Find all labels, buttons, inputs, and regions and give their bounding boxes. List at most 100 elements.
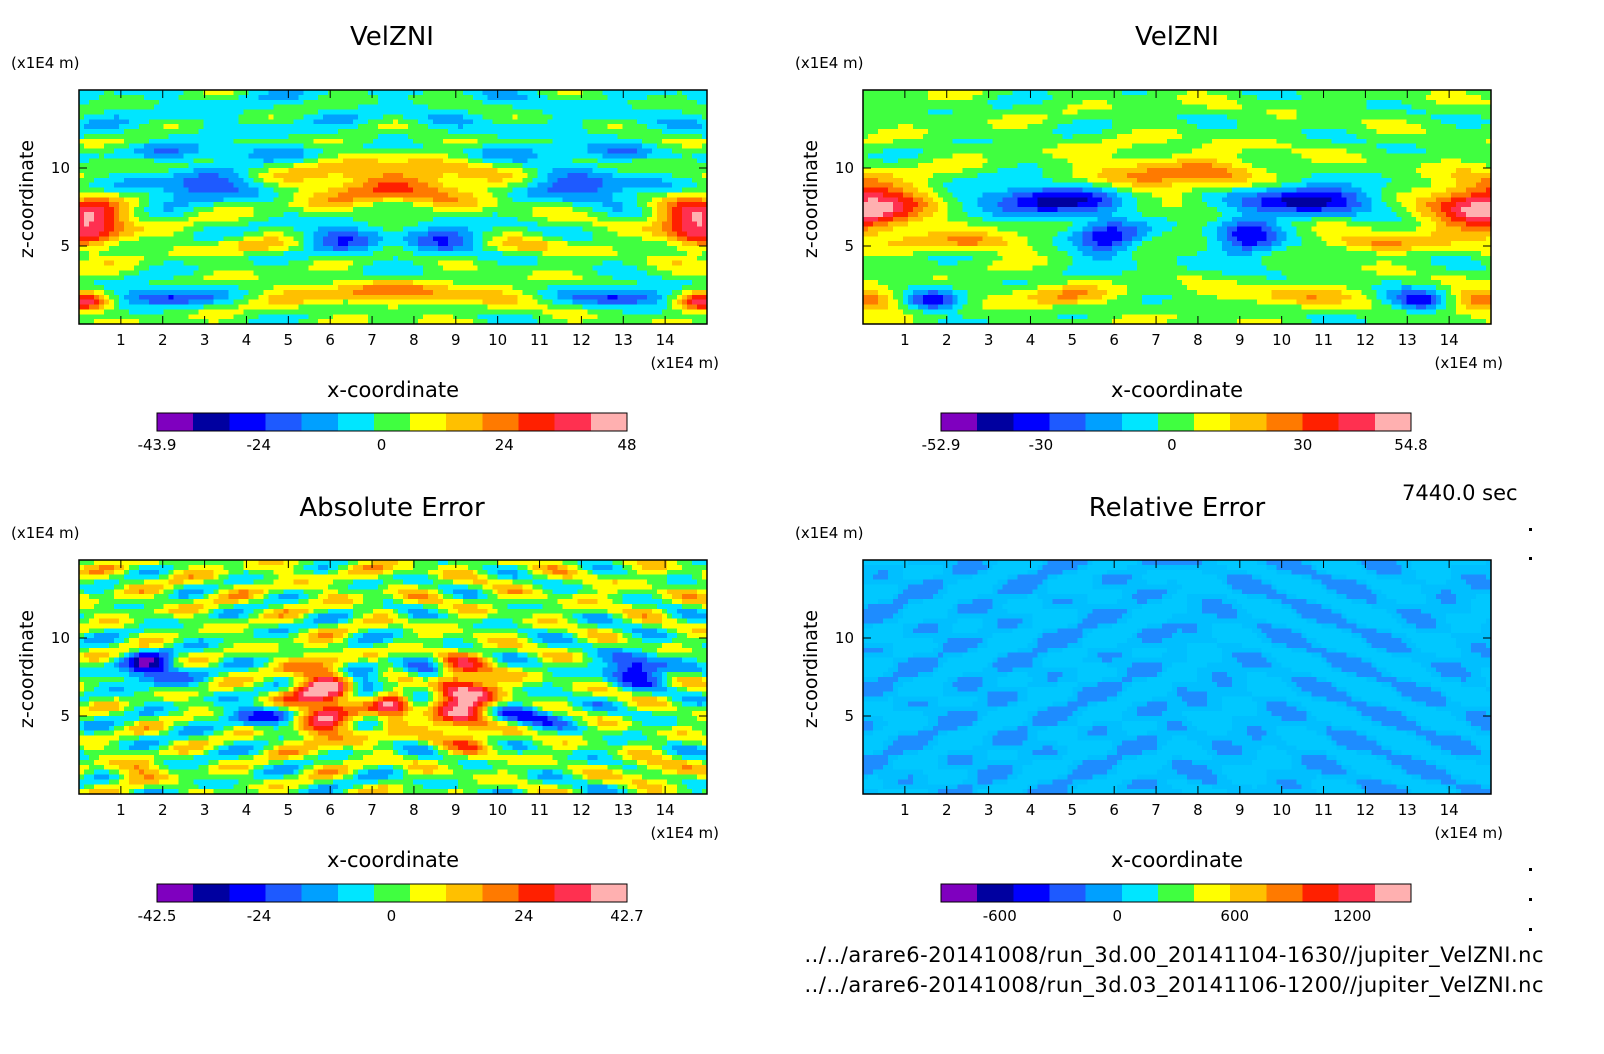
heatmap-cell xyxy=(263,149,268,154)
heatmap-cell xyxy=(144,227,149,232)
heatmap-cell xyxy=(174,139,179,144)
heatmap-cell xyxy=(109,110,114,115)
heatmap-cell xyxy=(99,300,104,305)
heatmap-cell xyxy=(119,305,124,310)
heatmap-cell xyxy=(238,275,243,280)
heatmap-cell xyxy=(169,280,174,285)
heatmap-cell xyxy=(234,197,239,202)
heatmap-cell xyxy=(84,266,89,271)
heatmap-cell xyxy=(99,227,104,232)
heatmap-cell xyxy=(134,309,139,314)
heatmap-cell xyxy=(224,168,229,173)
heatmap-cell xyxy=(104,202,109,207)
heatmap-cell xyxy=(194,256,199,261)
heatmap-cell xyxy=(174,183,179,188)
heatmap-cell xyxy=(189,149,194,154)
heatmap-cell xyxy=(224,197,229,202)
heatmap-cell xyxy=(184,168,189,173)
heatmap-cell xyxy=(94,202,99,207)
heatmap-cell xyxy=(169,158,174,163)
heatmap-cell xyxy=(154,231,159,236)
heatmap-cell xyxy=(124,129,129,134)
heatmap-cell xyxy=(134,168,139,173)
heatmap-cell xyxy=(89,163,94,168)
heatmap-cell xyxy=(149,236,154,241)
heatmap-cell xyxy=(174,222,179,227)
heatmap-cell xyxy=(94,227,99,232)
heatmap-cell xyxy=(219,212,224,217)
heatmap-cell xyxy=(134,231,139,236)
heatmap-cell xyxy=(89,280,94,285)
heatmap-cell xyxy=(238,241,243,246)
heatmap-cell xyxy=(194,309,199,314)
heatmap-cell xyxy=(179,285,184,290)
heatmap-cell xyxy=(209,305,214,310)
heatmap-cell xyxy=(214,256,219,261)
heatmap-cell xyxy=(104,163,109,168)
heatmap-cell xyxy=(219,309,224,314)
heatmap-cell xyxy=(159,110,164,115)
heatmap-cell xyxy=(134,134,139,139)
heatmap-cell xyxy=(149,144,154,149)
heatmap-cell xyxy=(149,309,154,314)
heatmap-cell xyxy=(174,227,179,232)
heatmap-cell xyxy=(139,261,144,266)
heatmap-cell xyxy=(189,173,194,178)
heatmap-cell xyxy=(164,158,169,163)
heatmap-cell xyxy=(238,314,243,319)
heatmap-cell xyxy=(258,197,263,202)
heatmap-cell xyxy=(89,192,94,197)
heatmap-cell xyxy=(234,178,239,183)
heatmap-cell xyxy=(184,188,189,193)
heatmap-cell xyxy=(258,129,263,134)
heatmap-cell xyxy=(89,100,94,105)
heatmap-cell xyxy=(159,251,164,256)
heatmap-cell xyxy=(169,178,174,183)
heatmap-cell xyxy=(209,134,214,139)
heatmap-cell xyxy=(194,158,199,163)
heatmap-cell xyxy=(219,300,224,305)
heatmap-cell xyxy=(169,261,174,266)
heatmap-cell xyxy=(253,261,258,266)
heatmap-cell xyxy=(209,178,214,183)
heatmap-cell xyxy=(224,246,229,251)
heatmap-cell xyxy=(99,295,104,300)
heatmap-cell xyxy=(204,173,209,178)
heatmap-cell xyxy=(253,266,258,271)
heatmap-cell xyxy=(144,114,149,119)
heatmap-cell xyxy=(229,153,234,158)
heatmap-cell xyxy=(109,256,114,261)
heatmap-cell xyxy=(209,139,214,144)
heatmap-cell xyxy=(214,270,219,275)
heatmap-cell xyxy=(238,300,243,305)
heatmap-cell xyxy=(99,261,104,266)
heatmap-cell xyxy=(234,110,239,115)
heatmap-cell xyxy=(139,300,144,305)
heatmap-cell xyxy=(124,100,129,105)
heatmap-cell xyxy=(109,158,114,163)
heatmap-cell xyxy=(79,266,84,271)
heatmap-cell xyxy=(174,236,179,241)
heatmap-cell xyxy=(134,124,139,129)
heatmap-cell xyxy=(234,95,239,100)
heatmap-cell xyxy=(224,231,229,236)
heatmap-cell xyxy=(253,178,258,183)
heatmap-cell xyxy=(129,314,134,319)
heatmap-cell xyxy=(144,197,149,202)
heatmap-cell xyxy=(149,241,154,246)
heatmap-cell xyxy=(258,105,263,110)
heatmap-cell xyxy=(199,197,204,202)
heatmap-cell xyxy=(214,178,219,183)
heatmap-cell xyxy=(238,305,243,310)
heatmap-cell xyxy=(243,251,248,256)
heatmap-cell xyxy=(89,178,94,183)
heatmap-cell xyxy=(174,266,179,271)
heatmap-cell xyxy=(124,231,129,236)
heatmap-cell xyxy=(248,173,253,178)
heatmap-cell xyxy=(243,114,248,119)
heatmap-cell xyxy=(149,100,154,105)
heatmap-cell xyxy=(194,217,199,222)
heatmap-cell xyxy=(224,95,229,100)
heatmap-cell xyxy=(243,231,248,236)
heatmap-cell xyxy=(144,266,149,271)
